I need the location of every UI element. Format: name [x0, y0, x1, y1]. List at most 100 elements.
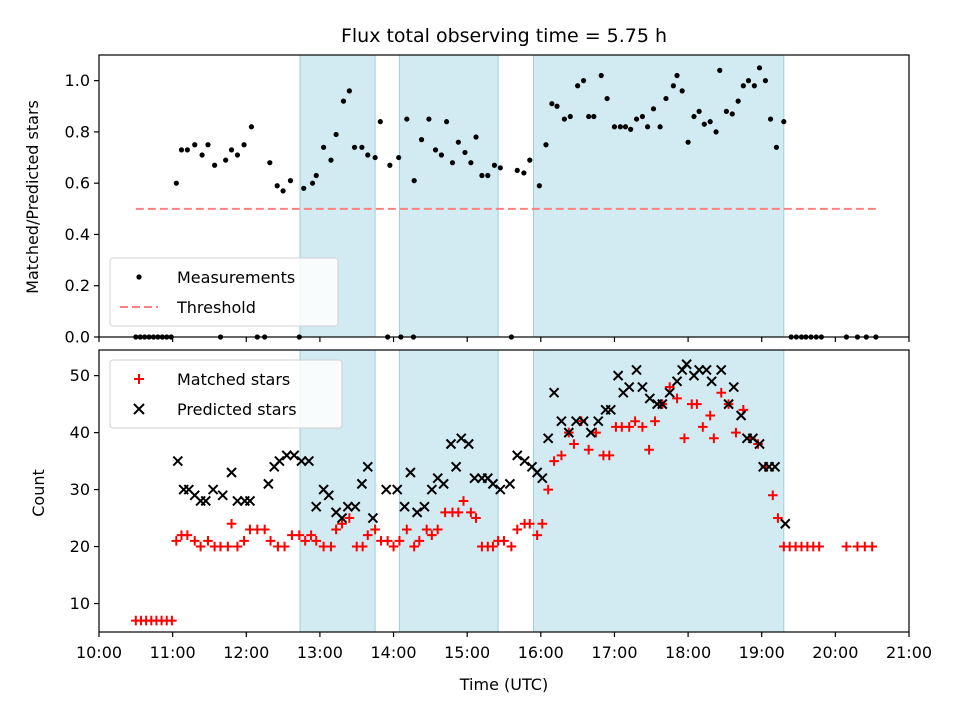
predicted-star-point [631, 364, 642, 376]
matched-star-point [370, 524, 380, 535]
measurement-point [670, 83, 676, 89]
predicted-star-point [380, 484, 392, 495]
predicted-star-point [274, 455, 285, 467]
predicted-star-point [637, 381, 648, 393]
measurement-point [173, 180, 179, 186]
top-legend-box [109, 257, 339, 327]
predicted-star-point [356, 478, 368, 490]
bottom-ytick-label: 10 [70, 594, 90, 613]
top-ytick-label: 0.6 [65, 174, 90, 193]
measurement-point [674, 72, 680, 79]
matched-star-point [471, 513, 481, 523]
measurement-point [521, 170, 527, 176]
predicted-star-point [450, 461, 462, 472]
matched-star-point [300, 536, 310, 546]
measurement-point [639, 113, 646, 120]
matched-star-point [306, 530, 316, 540]
predicted-star-point [405, 467, 416, 478]
predicted-star-point [172, 455, 183, 467]
xtick-label: 17:00 [591, 643, 637, 662]
predicted-star-point [723, 398, 734, 410]
measurement-point [449, 160, 456, 166]
measurement-point [745, 78, 752, 84]
predicted-star-point [556, 416, 567, 427]
bottom-ytick-label: 50 [70, 366, 90, 385]
xtick-label: 18:00 [665, 643, 711, 662]
xtick-label: 21:00 [886, 643, 932, 662]
measurement-point [543, 142, 549, 148]
predicted-star-point [537, 472, 548, 484]
matched-star-point [556, 450, 567, 461]
legend-measurements-marker [136, 274, 142, 280]
bottom-shaded-window [532, 349, 785, 633]
predicted-star-point [671, 376, 683, 387]
matched-star-point [731, 427, 741, 438]
matched-star-point [337, 518, 347, 529]
measurement-point [497, 165, 503, 171]
measurement-point [351, 144, 358, 150]
measurement-point [696, 108, 702, 114]
measurement-point [192, 142, 198, 148]
matched-star-point [841, 541, 852, 552]
legend-label: Matched stars [177, 370, 290, 389]
predicted-star-point [463, 438, 474, 450]
measurement-point [762, 78, 769, 84]
measurement-point [611, 124, 618, 130]
predicted-star-point [362, 461, 373, 472]
xtick-label: 13:00 [297, 643, 343, 662]
measurement-point [396, 154, 402, 161]
measurement-point [591, 113, 597, 120]
measurement-point [411, 178, 417, 184]
measurement-point [426, 116, 432, 122]
predicted-star-point [716, 364, 727, 376]
matched-star-point [171, 536, 182, 546]
measurement-point [644, 124, 651, 130]
measurement-point [713, 129, 719, 135]
predicted-star-point [728, 381, 739, 393]
predicted-star-point [519, 455, 530, 467]
measurement-point [586, 113, 592, 120]
measurement-point [685, 139, 691, 145]
bottom-panel: 10 20 30 40 50 10:00 11:00 12:00 13:00 14:00 15:00… [70, 349, 932, 662]
predicted-star-point [392, 484, 403, 495]
measurement-point [438, 152, 445, 158]
matched-star-point [344, 513, 355, 523]
matched-star-point [167, 615, 177, 626]
xtick-label: 15:00 [444, 643, 490, 662]
predicted-star-point [504, 478, 516, 490]
matched-star-point [432, 524, 443, 535]
matched-star-point [362, 530, 373, 540]
matched-star-point [716, 387, 727, 398]
xtick-label: 11:00 [150, 643, 196, 662]
measurement-point [604, 95, 610, 102]
measurement-point [443, 119, 450, 125]
predicted-star-point [244, 495, 256, 507]
bottom-xlabel: Time (UTC) [459, 675, 548, 694]
matched-star-point [466, 507, 476, 518]
measurement-point [679, 88, 685, 94]
matched-star-point [672, 393, 682, 404]
measurement-point [267, 160, 273, 166]
top-ytick-label: 0.4 [65, 225, 90, 244]
measurement-point [657, 124, 663, 130]
matched-star-point [388, 541, 399, 552]
top-shaded-window [532, 54, 785, 338]
predicted-star-point [288, 450, 300, 461]
measurement-point [650, 106, 657, 112]
top-axes-frame [98, 54, 910, 338]
measurement-point [432, 147, 439, 153]
predicted-star-point [769, 461, 781, 472]
chart-title: Flux total observing time = 5.75 h [341, 25, 667, 47]
predicted-star-point [706, 376, 717, 387]
matched-star-point [427, 530, 437, 540]
legend-label: Threshold [176, 298, 256, 317]
measurement-point [554, 103, 560, 109]
matched-star-point [394, 536, 405, 546]
predicted-star-point [445, 438, 457, 450]
predicted-star-point [623, 381, 635, 393]
measurement-point [491, 162, 498, 168]
matched-star-point [537, 518, 548, 529]
matched-star-point [692, 399, 702, 409]
measurement-point [199, 152, 205, 158]
